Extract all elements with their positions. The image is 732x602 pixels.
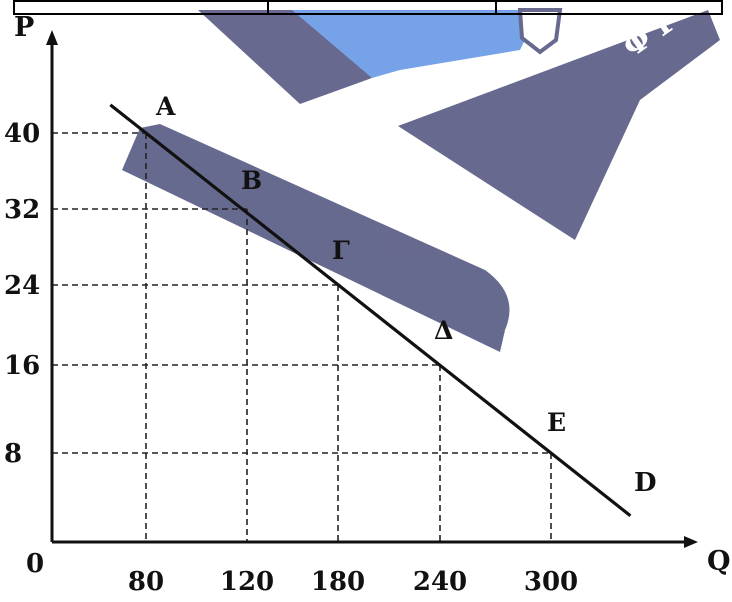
axes bbox=[46, 30, 698, 548]
watermark-blue-panel bbox=[292, 10, 540, 78]
point-label-2: Γ bbox=[332, 236, 350, 265]
x-tick-label-4: 300 bbox=[524, 567, 578, 597]
y-axis-title: P bbox=[14, 12, 34, 43]
x-tick-label-0: 80 bbox=[128, 567, 164, 597]
y-tick-label-3: 32 bbox=[4, 195, 40, 225]
x-tick-labels: 80 120 180 240 300 bbox=[128, 567, 578, 597]
x-axis-title: Q bbox=[707, 546, 731, 577]
watermark-right-shape bbox=[398, 10, 720, 240]
x-tick-label-2: 180 bbox=[311, 567, 365, 597]
point-label-3: Δ bbox=[434, 316, 453, 345]
point-label-1: B bbox=[241, 166, 262, 195]
y-tick-labels: 8 16 24 32 40 bbox=[4, 119, 40, 469]
y-tick-label-4: 40 bbox=[4, 119, 40, 149]
watermark-bar bbox=[122, 124, 510, 352]
point-label-0: A bbox=[155, 92, 176, 121]
dashed-guides bbox=[52, 132, 552, 542]
point-label-4: E bbox=[547, 408, 566, 437]
demand-curve-label: D bbox=[634, 468, 657, 498]
demand-series: A B Γ Δ E D bbox=[109, 92, 657, 517]
table-border bbox=[13, 0, 723, 15]
y-tick-label-1: 16 bbox=[4, 351, 40, 381]
x-tick-label-1: 120 bbox=[220, 567, 274, 597]
x-axis-arrow bbox=[684, 536, 698, 548]
x-tick-label-3: 240 bbox=[413, 567, 467, 597]
watermark-logo: Φ P bbox=[122, 2, 720, 352]
y-tick-label-2: 24 bbox=[4, 271, 40, 301]
watermark-cup bbox=[517, 7, 563, 55]
y-tick-label-0: 8 bbox=[4, 439, 22, 469]
demand-line bbox=[109, 103, 632, 517]
y-axis-arrow bbox=[46, 30, 58, 45]
origin-label: 0 bbox=[26, 549, 44, 579]
watermark-top-band bbox=[198, 10, 372, 104]
